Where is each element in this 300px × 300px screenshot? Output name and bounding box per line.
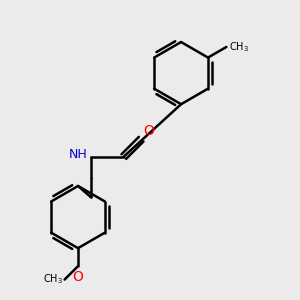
Text: CH$_3$: CH$_3$ [229,40,249,54]
Text: O: O [73,270,83,284]
Text: NH: NH [69,148,88,161]
Text: CH$_3$: CH$_3$ [43,273,63,286]
Text: O: O [143,124,154,138]
